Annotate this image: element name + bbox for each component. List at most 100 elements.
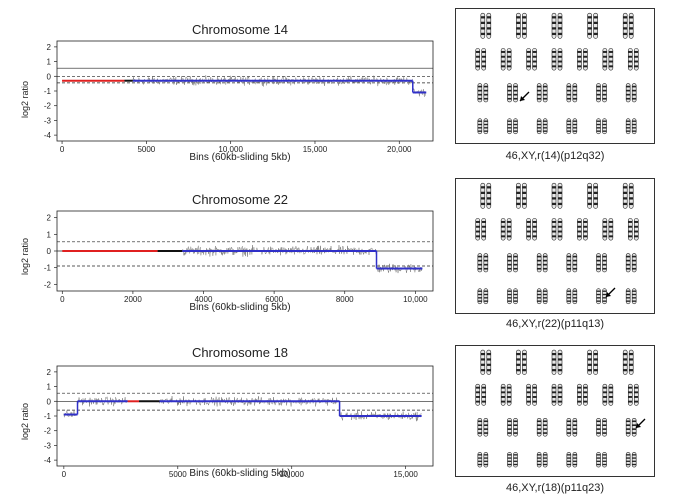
chromosome-icon [542, 118, 548, 135]
chromosome-icon [631, 452, 637, 468]
chromosome-icon [566, 452, 572, 468]
chromosome-icon [481, 383, 487, 406]
chr18-y-tick-label: 0 [47, 397, 52, 406]
chromosome-icon [593, 349, 598, 375]
chr18-y-tick-label: -3 [44, 441, 52, 450]
chromosome-icon [566, 288, 572, 305]
chromosome-icon [500, 218, 506, 241]
chr22-y-tick-label: 2 [47, 214, 52, 223]
karyotype-image-chr14 [455, 8, 655, 144]
chart-chr22: 2 1 0 -1 -2 0 2000 4000 6000 8000 10,000 [44, 210, 434, 303]
chromosome-icon [483, 418, 489, 437]
chart-chr14: 2 1 0 -1 -2 -3 -4 0 5000 10,000 15,000 20,000 [44, 40, 434, 153]
chromosome-icon [622, 182, 628, 209]
chromosome-icon [507, 253, 512, 273]
y-axis-label-chr22: log2 ratio [20, 237, 30, 275]
chromosome-icon [536, 452, 542, 468]
chr18-y-tick-label: -4 [44, 456, 52, 465]
chromosome-icon [631, 83, 637, 103]
chromosome-icon [486, 182, 492, 209]
chromosome-icon [572, 418, 578, 437]
chromosome-icon [602, 83, 607, 103]
chromosome-icon [628, 349, 634, 375]
chr14-x-tick-label: 10,000 [218, 145, 243, 153]
chr22-y-tick-label: 1 [47, 230, 52, 239]
chromosome-icon [475, 383, 481, 406]
chr18-x-tick-label: 5000 [169, 470, 187, 478]
chromosome-icon [483, 288, 489, 305]
chromosome-icon [572, 452, 578, 468]
chromosome-icon [625, 288, 631, 305]
chr14-y-tick-label: -1 [44, 87, 52, 96]
chart-title-chr18: Chromosome 18 [191, 345, 289, 360]
chromosome-icon [481, 218, 487, 241]
chromosome-icon [551, 12, 557, 39]
chromosome-icon [566, 118, 572, 135]
chromosome-icon [633, 218, 639, 241]
chr18-y-tick-label: 2 [47, 368, 52, 377]
chromosome-icon [566, 253, 572, 273]
chromosome-icon [513, 452, 518, 468]
chromosome-icon [566, 83, 572, 103]
chr22-y-tick-label: -1 [44, 264, 52, 273]
chromosome-icon [532, 48, 537, 71]
chromosome-icon [507, 288, 512, 305]
arrow-head [636, 423, 641, 428]
chromosome-icon [633, 48, 639, 71]
x-axis-label-chr14: Bins (60kb-sliding 5kb) [189, 152, 291, 163]
chromosome-icon [577, 48, 582, 71]
chr22-x-tick-label: 4000 [195, 295, 213, 303]
chromosome-icon [532, 218, 537, 241]
chromosome-icon [625, 418, 631, 437]
chromosome-icon [593, 182, 598, 209]
chromosome-icon [557, 383, 563, 406]
chromosome-icon [551, 383, 557, 406]
chromosome-icon [522, 349, 527, 375]
chr18-x-tick-label: 10,000 [279, 470, 304, 478]
chromosome-icon [608, 383, 614, 406]
chromosome-icon [602, 288, 607, 305]
chr22-x-tick-label: 0 [60, 295, 65, 303]
karyotype-image-chr18 [455, 345, 655, 477]
chromosome-icon [633, 383, 639, 406]
chromosome-icon [507, 452, 512, 468]
chromosome-icon [596, 253, 601, 273]
chr14-x-tick-label: 15,000 [303, 145, 328, 153]
chromosome-icon [475, 218, 481, 241]
karyotype-caption-chr22: 46,XY,r(22)(p11q13) [505, 318, 605, 330]
chart-title-chr14: Chromosome 14 [191, 22, 289, 37]
chromosome-icon [631, 418, 637, 437]
chr14-plot-frame [56, 40, 434, 142]
chr14-y-tick-label: 0 [47, 72, 52, 81]
chromosome-icon [483, 118, 489, 135]
chromosome-icon [513, 288, 518, 305]
chromosome-icon [542, 418, 548, 437]
arrow-head [606, 292, 611, 297]
chromosome-icon [625, 83, 631, 103]
chromosome-icon [506, 48, 512, 71]
chromosome-icon [572, 83, 578, 103]
chromosome-icon [583, 218, 588, 241]
chr14-y-tick-label: 2 [47, 43, 52, 52]
chromosome-icon [542, 253, 548, 273]
chromosome-icon [596, 118, 601, 135]
chromosome-icon [602, 118, 607, 135]
chr18-x-tick-label: 15,000 [393, 470, 418, 478]
chromosome-icon [587, 12, 592, 39]
karyotype-caption-chr18: 46,XY,r(18)(p11q23) [505, 482, 605, 494]
chr22-y-tick-label: -2 [44, 280, 52, 289]
chromosome-icon [557, 349, 563, 375]
chr22-x-tick-label: 2000 [124, 295, 142, 303]
chr14-y-tick-label: 1 [47, 58, 52, 67]
x-axis-label-chr18: Bins (60kb-sliding 5kb) [189, 468, 291, 479]
chromosome-icon [627, 218, 633, 241]
chromosome-icon [593, 12, 598, 39]
chromosome-icon [500, 48, 506, 71]
chr14-y-tick-label: -3 [44, 116, 52, 125]
chromosome-icon [500, 383, 506, 406]
y-axis-label-chr18: log2 ratio [20, 402, 30, 440]
chromosome-icon [516, 182, 521, 209]
chr14-x-tick-label: 5000 [137, 145, 155, 153]
chromosome-icon [631, 288, 637, 305]
chr14-x-tick-label: 20,000 [387, 145, 412, 153]
